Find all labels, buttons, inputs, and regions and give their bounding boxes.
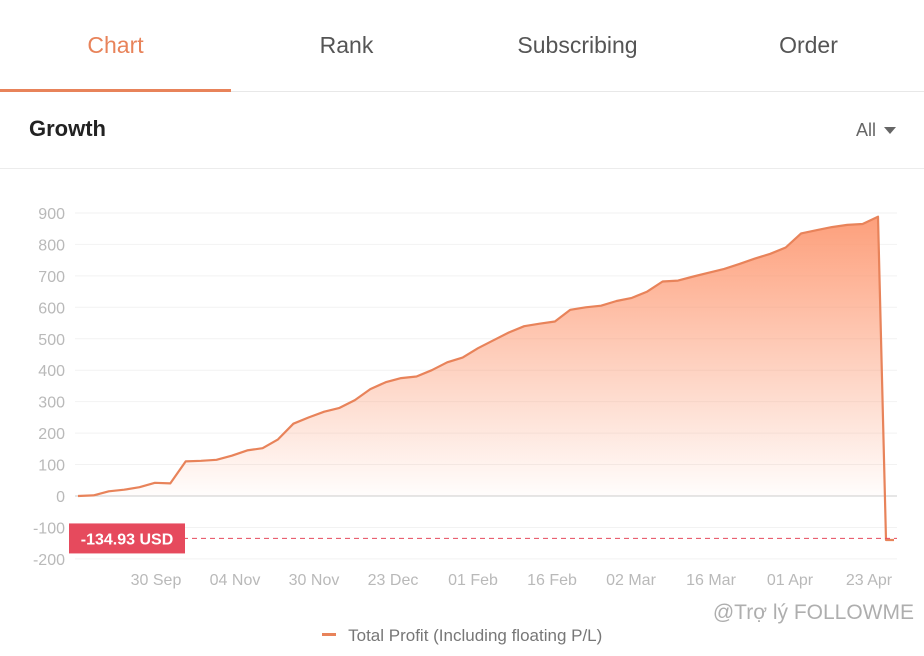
tab-order[interactable]: Order (779, 32, 838, 58)
x-tick-label: 30 Nov (289, 572, 340, 589)
chart-legend[interactable]: Total Profit (Including floating P/L) (0, 626, 924, 646)
y-tick-label: 100 (38, 458, 65, 475)
y-tick-label: 800 (38, 237, 65, 254)
x-tick-label: 02 Mar (606, 572, 656, 589)
y-tick-label: 700 (38, 269, 65, 286)
y-tick-label: 900 (38, 206, 65, 223)
x-tick-label: 16 Feb (527, 572, 577, 589)
growth-chart: 900 800 700 600 500 400 300 200 100 0 -100 -200 30 S… (33, 206, 897, 589)
y-tick-label: 300 (38, 395, 65, 412)
y-tick-label: 200 (38, 426, 65, 443)
tab-bar: Chart Rank Subscribing Order (0, 0, 924, 92)
y-tick-label: 600 (38, 300, 65, 317)
x-tick-label: 23 Dec (368, 572, 419, 589)
current-value-label: -134.93 USD (81, 531, 174, 548)
x-tick-label: 01 Apr (767, 572, 814, 589)
profit-area (78, 216, 886, 496)
x-tick-label: 30 Sep (131, 572, 182, 589)
y-tick-label: 500 (38, 332, 65, 349)
y-tick-label: 0 (56, 489, 65, 506)
y-tick-label: -200 (33, 552, 65, 569)
x-tick-label: 04 Nov (210, 572, 261, 589)
y-tick-label: -100 (33, 520, 65, 537)
tab-rank[interactable]: Rank (319, 32, 374, 58)
caret-down-icon (884, 127, 896, 134)
legend-swatch (321, 633, 336, 637)
tab-chart[interactable]: Chart (0, 0, 231, 92)
section-title: Growth (29, 116, 106, 141)
x-tick-label: 16 Mar (686, 572, 736, 589)
profit-line (77, 215, 894, 542)
tab-subscribing[interactable]: Subscribing (517, 32, 638, 58)
current-value-badge (69, 523, 185, 554)
range-filter-dropdown[interactable]: All (856, 120, 896, 141)
y-tick-label: 400 (38, 363, 65, 380)
legend-label: Total Profit (Including floating P/L) (348, 626, 603, 645)
x-tick-label: 01 Feb (448, 572, 498, 589)
x-tick-label: 23 Apr (846, 572, 893, 589)
watermark: @Trợ lý FOLLOWME (712, 601, 914, 624)
growth-header: Growth All (0, 92, 924, 169)
range-filter-label: All (855, 120, 876, 140)
